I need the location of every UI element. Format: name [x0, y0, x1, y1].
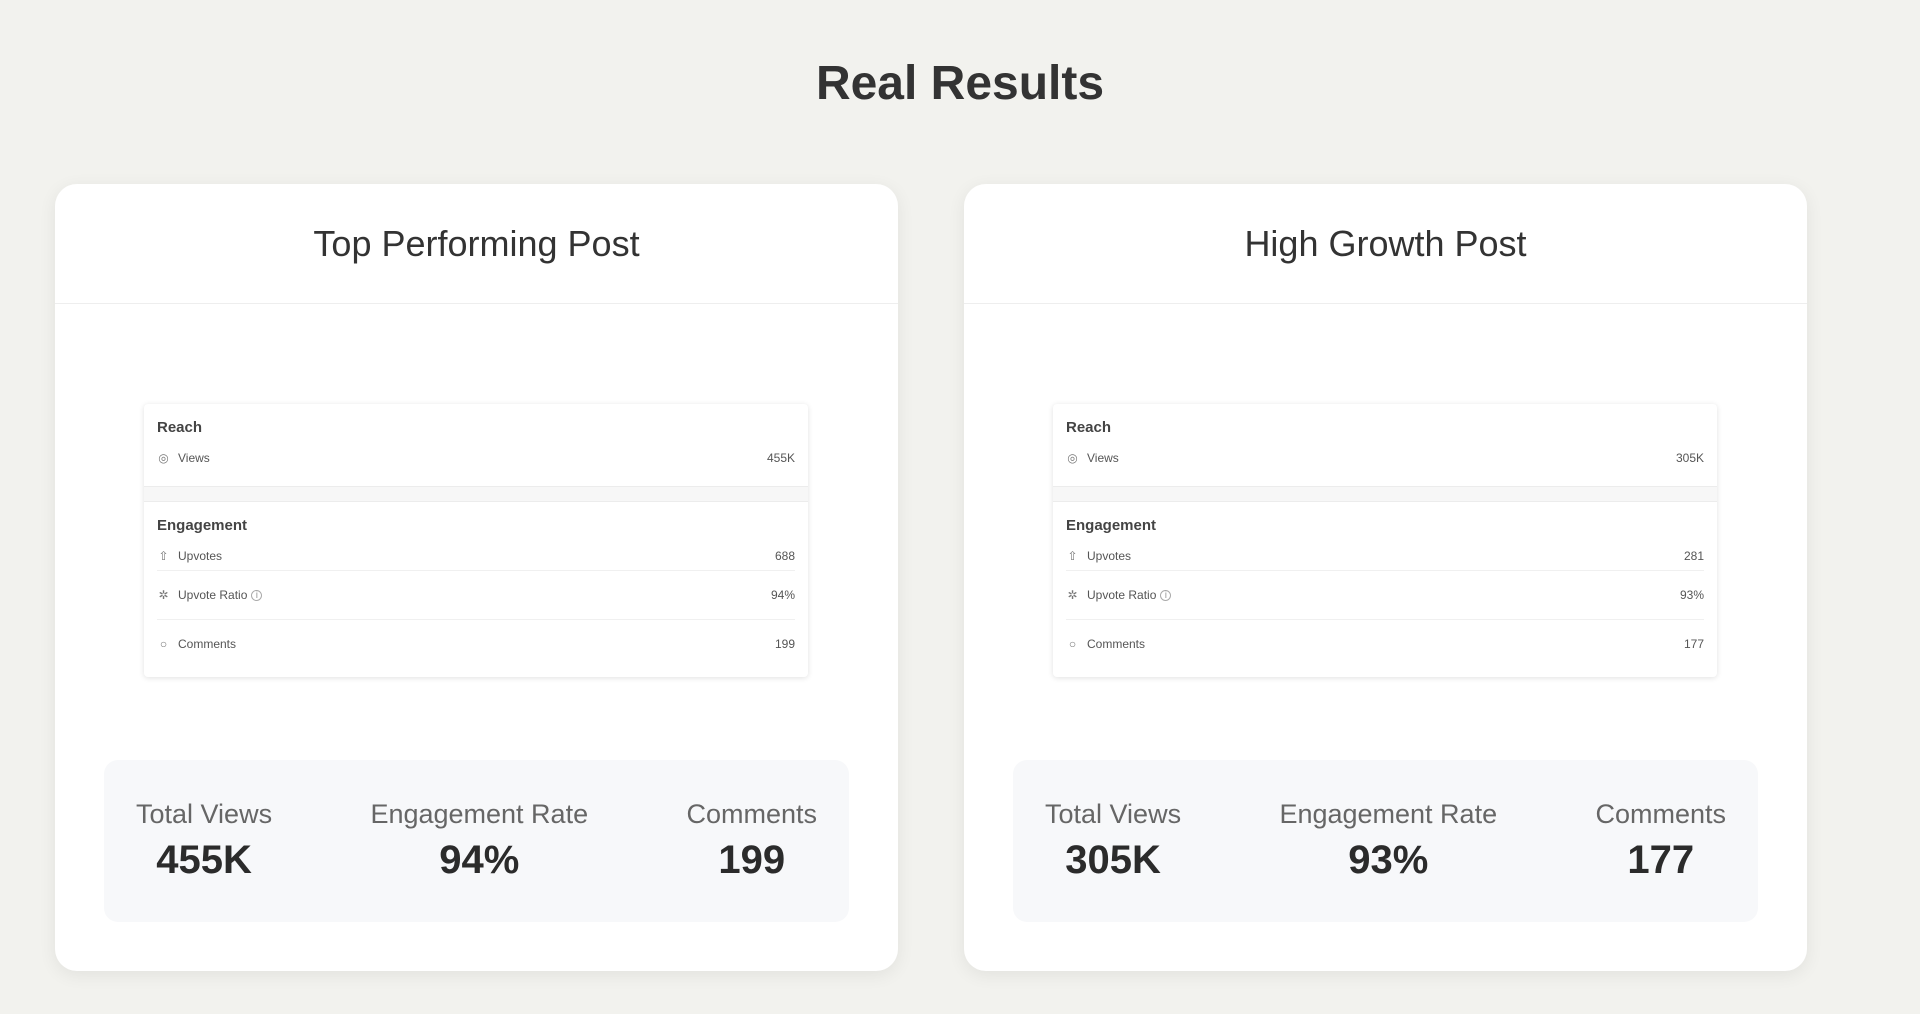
- stat-label: Total Views: [1045, 799, 1182, 829]
- stat-total-views: Total Views 305K: [1045, 799, 1181, 883]
- stat-value: 93%: [1348, 838, 1429, 882]
- stats-summary: Total Views 455K Engagement Rate 94% Comme…: [104, 760, 849, 922]
- views-row: ◎ Views 455K: [157, 444, 795, 472]
- stat-value: 305K: [1065, 838, 1161, 882]
- views-value: 305K: [1675, 451, 1704, 465]
- upvote-ratio-icon: ✲: [158, 588, 169, 602]
- result-card: Top Performing Post Reach ◎ Views 455K En…: [55, 184, 898, 971]
- views-row: ◎ Views 305K: [1066, 444, 1704, 472]
- views-icon: ◎: [1067, 451, 1078, 465]
- comments-row: ○ Comments 199: [157, 619, 795, 668]
- page-title: Real Results: [815, 57, 1105, 110]
- reach-section: Reach ◎ Views 455K: [144, 404, 808, 487]
- upvotes-value: 281: [1683, 549, 1704, 563]
- reach-heading: Reach: [1066, 419, 1112, 436]
- comment-bubble-icon: ○: [1068, 637, 1077, 651]
- stat-label: Engagement Rate: [1279, 799, 1498, 829]
- stat-label: Comments: [1595, 799, 1726, 829]
- section-divider: [144, 487, 808, 502]
- upvote-ratio-label: Upvote Ratio: [178, 588, 248, 602]
- views-icon: ◎: [158, 451, 169, 465]
- engagement-heading: Engagement: [157, 517, 248, 534]
- stat-label: Engagement Rate: [370, 799, 589, 829]
- upvote-ratio-row: ✲ Upvote Ratio i 93%: [1066, 570, 1704, 619]
- upvotes-row: ⇧ Upvotes 688: [157, 542, 795, 570]
- upvote-arrow-icon: ⇧: [1067, 549, 1078, 563]
- stat-label: Comments: [686, 799, 817, 829]
- stat-comments: Comments 177: [1595, 799, 1726, 883]
- upvotes-value: 688: [774, 549, 795, 563]
- upvotes-row: ⇧ Upvotes 281: [1066, 542, 1704, 570]
- comments-row: ○ Comments 177: [1066, 619, 1704, 668]
- upvote-ratio-value: 93%: [1679, 588, 1704, 602]
- info-icon[interactable]: i: [251, 589, 263, 601]
- stat-value: 177: [1627, 838, 1695, 882]
- stat-engagement-rate: Engagement Rate 94%: [370, 799, 588, 883]
- section-divider: [1053, 487, 1717, 502]
- views-value: 455K: [766, 451, 795, 465]
- views-label: Views: [178, 451, 210, 465]
- engagement-heading: Engagement: [1066, 517, 1157, 534]
- result-card: High Growth Post Reach ◎ Views 305K Engag…: [964, 184, 1807, 971]
- card-title: Top Performing Post: [55, 184, 898, 304]
- upvotes-label: Upvotes: [178, 549, 223, 563]
- upvote-ratio-row: ✲ Upvote Ratio i 94%: [157, 570, 795, 619]
- post-insights-screenshot: Reach ◎ Views 455K Engagement ⇧ Upvotes 68…: [144, 404, 808, 677]
- views-label: Views: [1087, 451, 1119, 465]
- reach-section: Reach ◎ Views 305K: [1053, 404, 1717, 487]
- comments-value: 177: [1683, 637, 1704, 651]
- upvote-arrow-icon: ⇧: [158, 549, 169, 563]
- card-title: High Growth Post: [964, 184, 1807, 304]
- comments-label: Comments: [178, 637, 237, 651]
- stat-value: 199: [718, 838, 786, 882]
- upvotes-label: Upvotes: [1087, 549, 1132, 563]
- post-insights-screenshot: Reach ◎ Views 305K Engagement ⇧ Upvotes 28…: [1053, 404, 1717, 677]
- stats-summary: Total Views 305K Engagement Rate 93% Comme…: [1013, 760, 1758, 922]
- comments-value: 199: [774, 637, 795, 651]
- stat-value: 94%: [439, 838, 520, 882]
- info-icon[interactable]: i: [1160, 589, 1172, 601]
- stat-engagement-rate: Engagement Rate 93%: [1279, 799, 1497, 883]
- stat-total-views: Total Views 455K: [136, 799, 272, 883]
- engagement-section: Engagement ⇧ Upvotes 688 ✲ Upvote Ratio i 9…: [144, 502, 808, 668]
- stat-label: Total Views: [136, 799, 273, 829]
- upvote-ratio-label: Upvote Ratio: [1087, 588, 1157, 602]
- stat-comments: Comments 199: [686, 799, 817, 883]
- reach-heading: Reach: [157, 419, 203, 436]
- upvote-ratio-icon: ✲: [1067, 588, 1078, 602]
- comments-label: Comments: [1087, 637, 1146, 651]
- upvote-ratio-value: 94%: [770, 588, 795, 602]
- comment-bubble-icon: ○: [159, 637, 168, 651]
- engagement-section: Engagement ⇧ Upvotes 281 ✲ Upvote Ratio i 9…: [1053, 502, 1717, 668]
- stat-value: 455K: [156, 838, 252, 882]
